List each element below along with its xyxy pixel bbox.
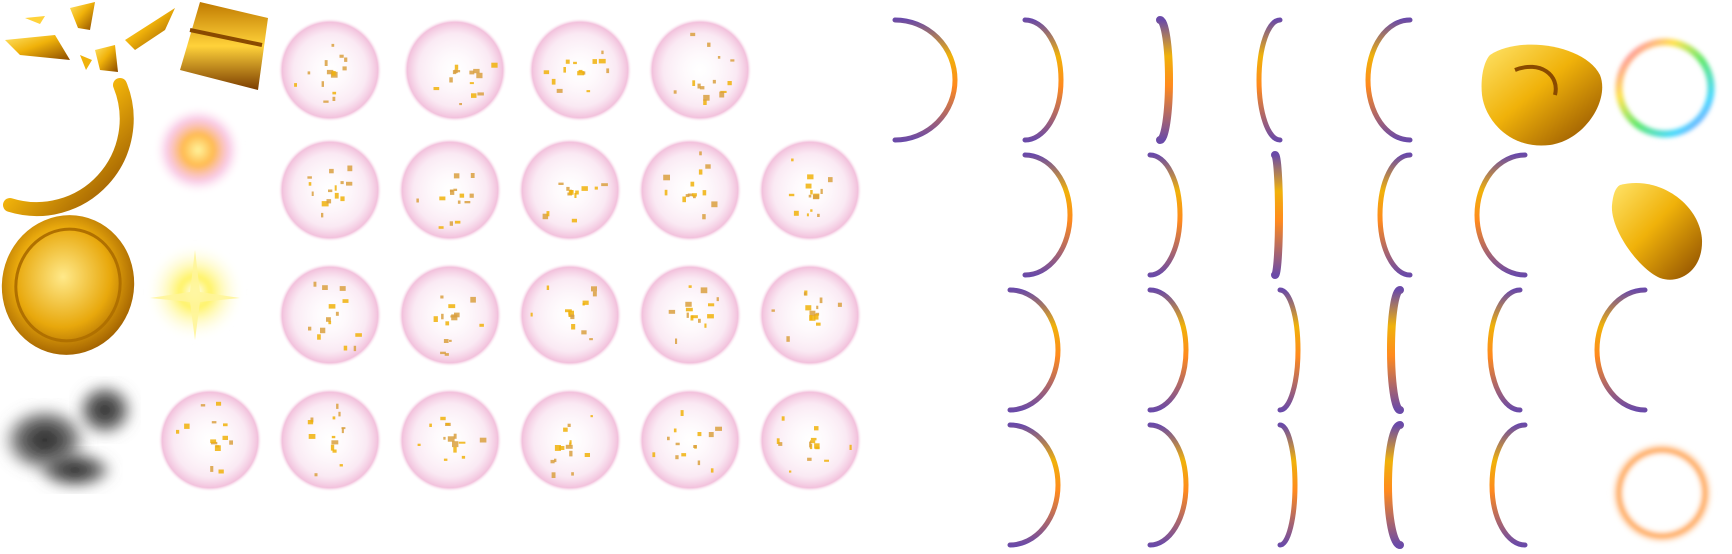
glitter-bubble	[398, 138, 502, 242]
ring-spin-frame	[1387, 286, 1404, 414]
orange-glow-ring	[1610, 441, 1714, 545]
gold-block-fragment	[180, 2, 268, 90]
ring-spin-frame	[1007, 287, 1061, 413]
ring-spin-frame	[1384, 421, 1404, 549]
gold-coin	[1, 215, 135, 355]
glitter-bubble	[278, 388, 382, 492]
glitter-bubble	[398, 263, 502, 367]
glitter-bubble	[278, 263, 382, 367]
glitter-bubble	[278, 138, 382, 242]
glitter-bubble	[528, 18, 632, 122]
glitter-bubble	[518, 138, 622, 242]
black-smoke-puff	[0, 382, 135, 490]
ring-spin-frame	[1489, 422, 1528, 548]
glitter-bubble	[158, 388, 262, 492]
ring-spin-frame	[1474, 152, 1528, 278]
glitter-bubble	[518, 263, 622, 367]
gold-chunk	[1611, 183, 1703, 280]
ring-spin-frame	[1156, 16, 1173, 144]
glitter-bubble-frames	[158, 18, 862, 492]
ring-spin-frame	[1022, 152, 1073, 278]
gold-nugget	[1481, 44, 1603, 146]
rainbow-glow-ring	[1615, 38, 1715, 138]
ring-spin-frame	[1365, 17, 1413, 143]
ring-spin-frame	[1007, 422, 1061, 548]
ring-spin-frame	[1147, 152, 1183, 278]
gold-ring-arc	[3, 78, 134, 216]
glitter-bubble	[638, 388, 742, 492]
yellow-sparkle	[145, 242, 245, 342]
glitter-bubble	[648, 18, 752, 122]
gold-shard-burst	[5, 2, 175, 72]
glitter-bubble	[638, 263, 742, 367]
ring-spin-frame	[1147, 422, 1189, 548]
glitter-bubble	[403, 18, 507, 122]
glitter-bubble	[398, 388, 502, 492]
ring-spin-frame	[1594, 287, 1648, 413]
ring-spin-frame	[892, 17, 958, 143]
ring-spin-frame	[1487, 287, 1523, 413]
ring-spin-frame	[1377, 152, 1413, 278]
ring-spin-frame	[1277, 422, 1298, 548]
ring-spin-frame	[1256, 17, 1283, 143]
glitter-bubble	[758, 388, 862, 492]
ring-spin-frame	[1147, 287, 1189, 413]
ring-spin-frame	[1277, 287, 1301, 413]
glitter-bubble	[518, 388, 622, 492]
ring-spin-frames	[892, 16, 1648, 549]
glitter-bubble	[758, 263, 862, 367]
pink-gold-flare	[153, 105, 243, 195]
glitter-bubble	[278, 18, 382, 122]
glitter-bubble	[638, 138, 742, 242]
ring-spin-frame	[1271, 151, 1283, 279]
glitter-bubble	[758, 138, 862, 242]
ring-spin-frame	[1022, 17, 1064, 143]
